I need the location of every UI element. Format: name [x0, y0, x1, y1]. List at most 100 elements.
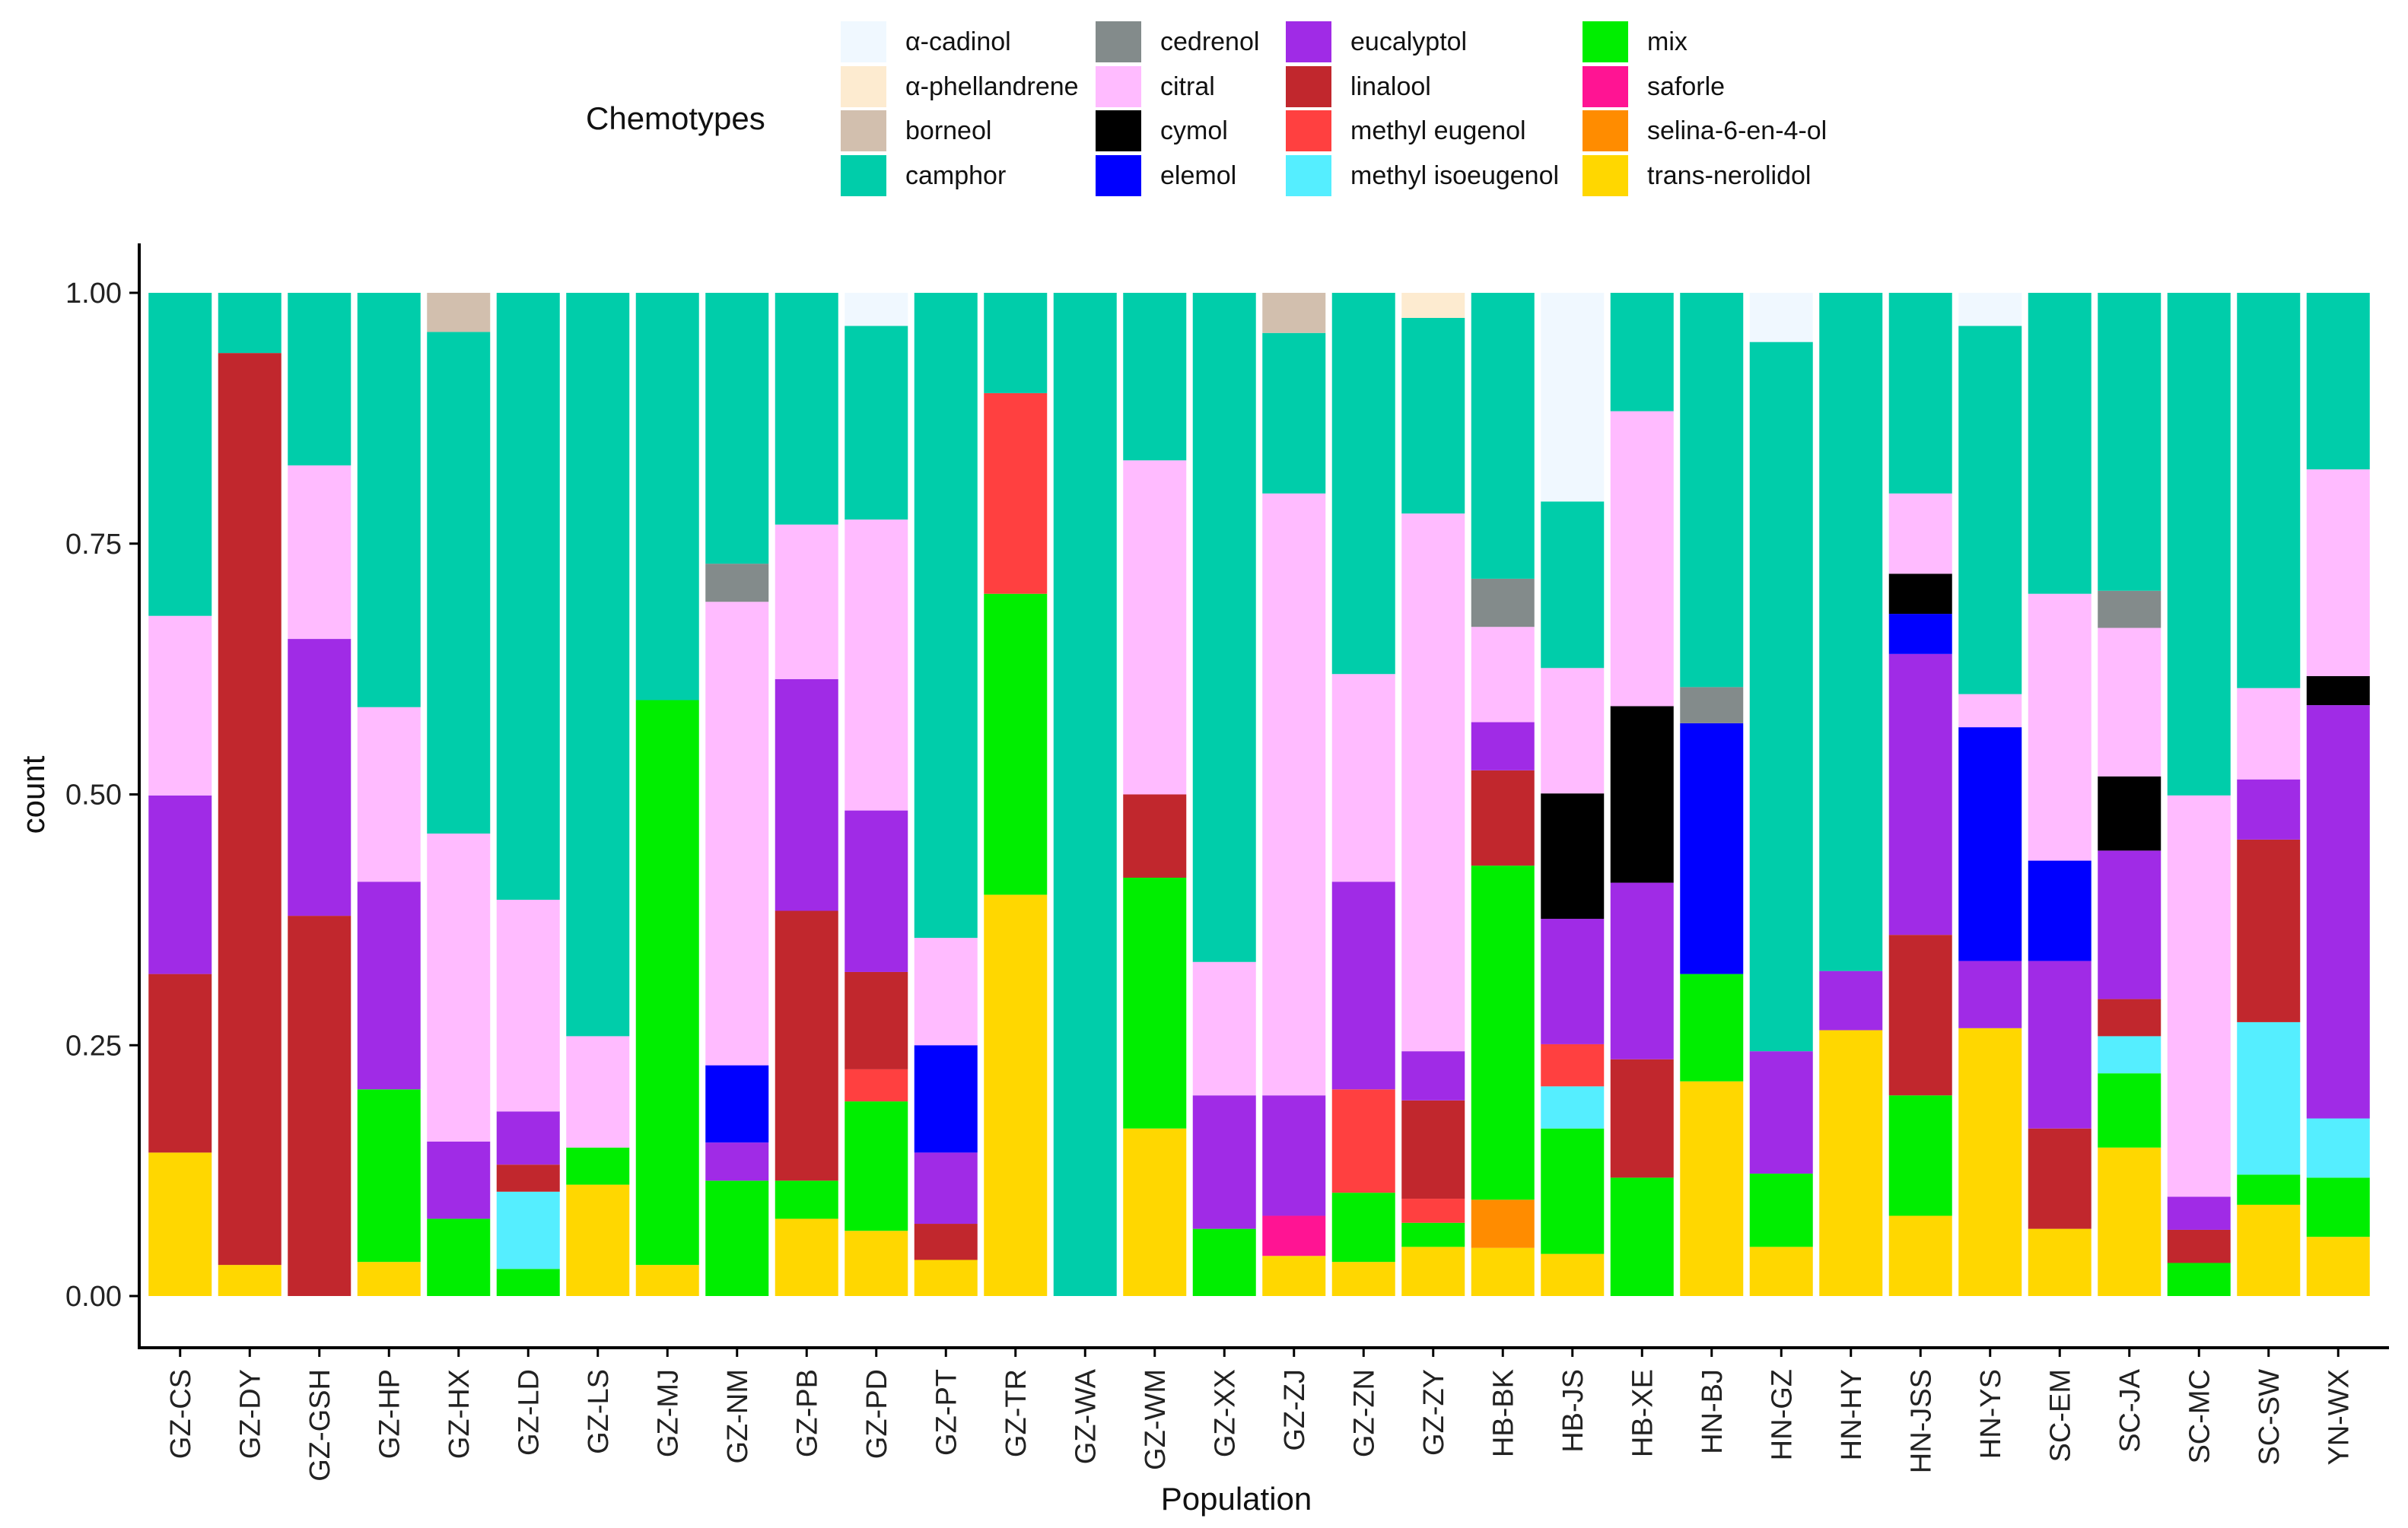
bar-segment-gz-nm-eucalyptol — [705, 1142, 769, 1181]
x-tick-label-gz-dy: GZ-DY — [234, 1369, 266, 1459]
bar-segment-hn-jss-eucalyptol — [1888, 653, 1952, 936]
bar-segment-hn-ys-citral — [1958, 694, 2022, 728]
bar-segment-hb-xe-cymol — [1610, 706, 1674, 883]
bar-gz-wa — [1053, 293, 1117, 1296]
bar-segment-hn-jss-mix — [1888, 1095, 1952, 1216]
bar-segment-hn-jss-trans-nerolidol — [1888, 1215, 1952, 1296]
bar-segment-hb-js-α-cadinol — [1541, 293, 1605, 502]
legend-swatch — [841, 155, 886, 196]
bar-segment-gz-zj-camphor — [1262, 332, 1326, 494]
bar-segment-gz-nm-elemol — [705, 1065, 769, 1143]
legend-swatch — [1286, 110, 1331, 151]
bar-segment-gz-pt-eucalyptol — [914, 1152, 978, 1225]
bar-sc-mc — [2167, 293, 2231, 1296]
bar-segment-gz-cs-camphor — [148, 293, 212, 616]
bar-hn-bj — [1680, 293, 1744, 1296]
bar-segment-gz-dy-trans-nerolidol — [218, 1265, 282, 1296]
bar-segment-hn-bj-elemol — [1680, 723, 1744, 974]
bar-segment-gz-gsh-citral — [288, 465, 351, 640]
bar-gz-ld — [496, 293, 560, 1296]
bar-gz-zn — [1331, 293, 1395, 1296]
bar-segment-yn-wx-eucalyptol — [2306, 705, 2370, 1119]
bar-segment-hb-xe-citral — [1610, 411, 1674, 707]
legend-label: cedrenol — [1160, 27, 1259, 56]
bar-segment-hn-bj-camphor — [1680, 293, 1744, 688]
y-tick-label-0-50: 0.50 — [65, 780, 122, 812]
bar-segment-gz-nm-cedrenol — [705, 564, 769, 602]
bar-segment-hn-jss-elemol — [1888, 614, 1952, 654]
bar-segment-hn-ys-camphor — [1958, 326, 2022, 694]
bar-segment-gz-mj-mix — [635, 700, 699, 1266]
legend-swatch — [1286, 66, 1331, 107]
bar-segment-gz-tr-trans-nerolidol — [984, 894, 1048, 1296]
bar-segment-gz-zj-eucalyptol — [1262, 1095, 1326, 1216]
legend-label: borneol — [905, 116, 991, 145]
bar-segment-sc-ja-trans-nerolidol — [2098, 1147, 2161, 1296]
bar-segment-gz-pd-eucalyptol — [845, 810, 908, 972]
bar-hn-ys — [1958, 293, 2022, 1296]
bar-segment-hb-bk-selina-6-en-4-ol — [1471, 1199, 1535, 1248]
legend-swatch — [1583, 110, 1628, 151]
bar-hn-jss — [1888, 293, 1952, 1296]
bar-segment-gz-ls-citral — [566, 1036, 630, 1148]
bar-segment-gz-zj-trans-nerolidol — [1262, 1256, 1326, 1296]
bar-segment-gz-cs-citral — [148, 615, 212, 796]
legend-swatch — [841, 66, 886, 107]
bar-segment-sc-em-camphor — [2028, 293, 2091, 594]
bar-segment-gz-zy-methyl-eugenol — [1401, 1199, 1465, 1223]
bar-segment-gz-zn-camphor — [1331, 293, 1395, 675]
bar-gz-nm — [705, 293, 769, 1296]
bar-segment-hn-ys-eucalyptol — [1958, 961, 2022, 1028]
bar-segment-gz-xx-mix — [1192, 1228, 1256, 1296]
bar-segment-hn-jss-citral — [1888, 493, 1952, 574]
bar-segment-hb-bk-citral — [1471, 627, 1535, 723]
bar-segment-gz-hp-eucalyptol — [357, 882, 421, 1090]
bar-segment-gz-zy-eucalyptol — [1401, 1051, 1465, 1101]
bar-segment-sc-ja-citral — [2098, 627, 2161, 777]
legend-label: camphor — [905, 161, 1006, 190]
bar-segment-hn-gz-mix — [1749, 1174, 1813, 1247]
legend-swatch — [1096, 155, 1141, 196]
bar-segment-gz-tr-camphor — [984, 293, 1048, 393]
x-tick-label-hn-ys: HN-YS — [1975, 1369, 2007, 1459]
legend-item-saforle: saforle — [1583, 66, 1725, 107]
legend-label: citral — [1160, 72, 1215, 101]
bar-segment-gz-wm-citral — [1123, 460, 1187, 795]
legend-swatch — [1096, 21, 1141, 62]
bar-segment-sc-sw-trans-nerolidol — [2237, 1204, 2301, 1296]
bar-segment-gz-nm-mix — [705, 1180, 769, 1296]
bar-segment-gz-zy-α-phellandrene — [1401, 293, 1465, 318]
bar-segment-yn-wx-citral — [2306, 469, 2370, 676]
bar-segment-gz-ls-mix — [566, 1147, 630, 1185]
legend-title: Chemotypes — [586, 100, 765, 136]
legend-label: α-cadinol — [905, 27, 1011, 56]
bar-segment-gz-zn-citral — [1331, 674, 1395, 882]
bar-segment-hb-bk-camphor — [1471, 293, 1535, 579]
legend-label: methyl eugenol — [1350, 116, 1526, 145]
bar-segment-sc-mc-citral — [2167, 795, 2231, 1197]
x-tick-label-gz-pt: GZ-PT — [930, 1369, 962, 1456]
bar-segment-gz-pb-eucalyptol — [775, 678, 838, 911]
y-tick-label-1-00: 1.00 — [65, 278, 122, 310]
bar-segment-yn-wx-cymol — [2306, 675, 2370, 706]
x-tick-label-gz-zn: GZ-ZN — [1348, 1369, 1380, 1457]
bar-segment-gz-gsh-eucalyptol — [288, 639, 351, 916]
bar-segment-gz-wa-camphor — [1053, 293, 1117, 1296]
legend-label: saforle — [1647, 72, 1725, 101]
legend-swatch — [1096, 66, 1141, 107]
bar-segment-gz-zy-camphor — [1401, 317, 1465, 514]
bar-gz-zj — [1262, 293, 1326, 1296]
bar-segment-sc-em-citral — [2028, 593, 2091, 861]
x-tick-label-sc-sw: SC-SW — [2254, 1369, 2286, 1466]
x-tick-label-gz-ld: GZ-LD — [513, 1369, 545, 1456]
bar-segment-sc-mc-linalool — [2167, 1229, 2231, 1263]
bar-segment-sc-mc-camphor — [2167, 293, 2231, 796]
x-tick-label-gz-hx: GZ-HX — [444, 1369, 476, 1459]
legend-label: eucalyptol — [1350, 27, 1467, 56]
bar-segment-gz-hx-citral — [427, 833, 491, 1142]
legend-item-methyl-isoeugenol: methyl isoeugenol — [1286, 155, 1559, 196]
plot-area: 0.00 0.25 0.50 0.75 1.00 GZ-CS GZ-DY GZ-GSH GZ-… — [65, 243, 2389, 1482]
bar-segment-gz-nm-camphor — [705, 293, 769, 564]
bar-segment-sc-ja-cedrenol — [2098, 590, 2161, 628]
